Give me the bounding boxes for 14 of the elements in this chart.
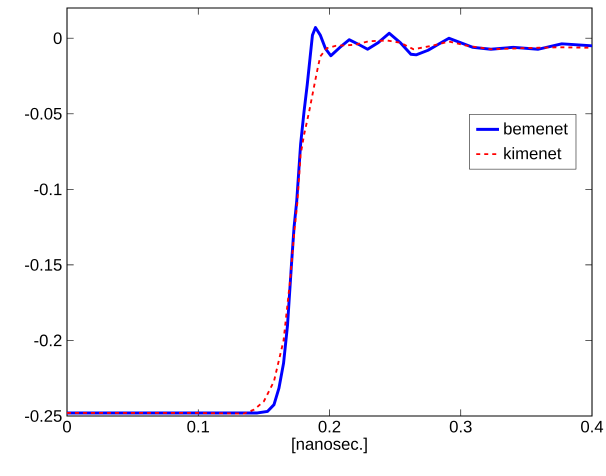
y-tick-label: -0.2 [34, 334, 62, 346]
y-tick-label: -0.05 [25, 108, 62, 120]
y-tick-label: -0.1 [34, 183, 62, 196]
x-tick-label: 0 [63, 420, 71, 433]
x-tick-label: 0.2 [318, 420, 340, 433]
y-tick-label: 0 [54, 32, 62, 44]
legend-label: bemenet [504, 122, 568, 135]
y-tick-label: -0.25 [25, 410, 62, 422]
x-tick-label: 0.3 [450, 420, 472, 433]
x-tick-label: 0.1 [187, 420, 210, 433]
x-axis-title: [nanosec.] [292, 438, 367, 454]
legend-label: kimenet [504, 147, 562, 160]
x-tick-label: 0.4 [581, 420, 604, 433]
y-tick-label: -0.15 [25, 259, 62, 271]
